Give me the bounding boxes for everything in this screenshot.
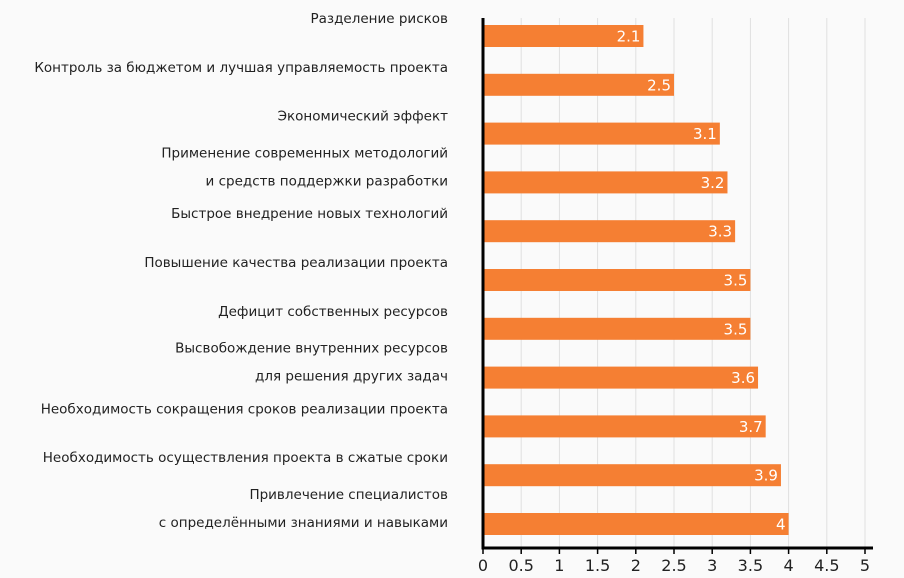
x-tick-label: 0.5 [508, 556, 533, 575]
bar [483, 171, 728, 194]
category-label-line: Необходимость осуществления проекта в сж… [43, 450, 448, 466]
value-label: 3.5 [724, 272, 748, 290]
bar [483, 366, 759, 389]
category-label-line: и средств поддержки разработки [206, 173, 448, 189]
value-label: 3.1 [693, 125, 717, 143]
category-labels: Разделение рисков Контроль за бюджетом и … [34, 11, 448, 531]
bars [483, 25, 789, 535]
x-tick-label: 1.5 [585, 556, 610, 575]
value-labels: 2.1 2.5 3.1 3.2 3.3 3.5 3.5 3.6 3.7 3.9 4 [617, 28, 786, 534]
bar [483, 513, 789, 535]
x-tick-label: 1 [554, 556, 564, 575]
category-label-line: с определёнными знаниями и навыками [159, 515, 448, 531]
category-label: Быстрое внедрение новых технологий [171, 206, 448, 222]
category-label-line: Разделение рисков [311, 11, 449, 27]
value-label: 2.5 [647, 76, 671, 94]
x-tick-label: 2 [631, 556, 641, 575]
category-label: Разделение рисков [311, 11, 449, 27]
x-tick-label: 4 [784, 556, 794, 575]
bar [483, 220, 736, 243]
x-tick-label: 0 [478, 556, 488, 575]
value-label: 3.2 [701, 174, 725, 192]
category-label: Дефицит собственных ресурсов [218, 304, 448, 320]
bar [483, 317, 751, 340]
tick-labels: 0 0.5 1 1.5 2 2.5 3 3.5 4 4.5 5 [478, 556, 870, 575]
category-label-line: Быстрое внедрение новых технологий [171, 206, 448, 222]
category-label: Применение современных методологий и сред… [161, 145, 448, 189]
category-label-line: для решения других задач [255, 369, 448, 385]
category-label-line: Экономический эффект [278, 109, 449, 125]
value-label: 3.7 [739, 418, 763, 436]
category-label-line: Привлечение специалистов [249, 487, 448, 503]
x-tick-label: 5 [860, 556, 870, 575]
value-label: 3.5 [724, 320, 748, 338]
category-label-line: Необходимость сокращения сроков реализац… [41, 401, 448, 417]
x-tick-label: 4.5 [814, 556, 839, 575]
value-label: 3.6 [731, 369, 755, 387]
category-label-line: Применение современных методологий [161, 145, 448, 161]
category-label-line: Дефицит собственных ресурсов [218, 304, 448, 320]
category-label: Высвобождение внутренних ресурсов для реш… [175, 341, 448, 385]
bar [483, 73, 674, 96]
value-label: 3.3 [708, 223, 732, 241]
axes [481, 18, 873, 554]
value-label: 4 [776, 516, 786, 534]
category-label: Экономический эффект [278, 109, 449, 125]
bar [483, 269, 751, 291]
x-tick-label: 3 [707, 556, 717, 575]
category-label: Необходимость сокращения сроков реализац… [41, 401, 448, 417]
category-label-line: Высвобождение внутренних ресурсов [175, 341, 448, 357]
x-tick-label: 3.5 [738, 556, 763, 575]
category-label-line: Контроль за бюджетом и лучшая управляемо… [34, 60, 448, 76]
bar [483, 25, 644, 47]
bar [483, 464, 781, 487]
category-label: Необходимость осуществления проекта в сж… [43, 450, 448, 466]
x-tick-label: 2.5 [661, 556, 686, 575]
value-label: 2.1 [617, 28, 641, 46]
value-label: 3.9 [754, 467, 778, 485]
bar [483, 415, 766, 438]
category-label: Контроль за бюджетом и лучшая управляемо… [34, 60, 448, 76]
category-label-line: Повышение качества реализации проекта [144, 255, 448, 271]
category-label: Привлечение специалистов с определёнными … [159, 487, 448, 531]
bar [483, 122, 720, 145]
category-label: Повышение качества реализации проекта [144, 255, 448, 271]
